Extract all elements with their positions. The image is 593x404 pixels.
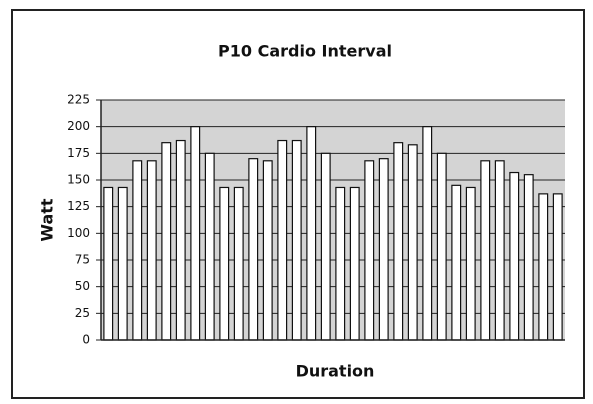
y-tick-label: 150 [67, 173, 90, 187]
chart-title: P10 Cardio Interval [218, 42, 392, 61]
y-tick-label: 125 [67, 199, 90, 213]
bar [161, 142, 172, 341]
y-tick-label: 200 [67, 119, 90, 133]
bar [291, 139, 302, 341]
bar [233, 186, 244, 341]
bar [364, 160, 375, 341]
bar [509, 171, 520, 341]
bar [175, 139, 186, 341]
bar [219, 186, 230, 341]
bar [190, 126, 201, 341]
bar [480, 160, 491, 341]
y-tick-label: 50 [75, 279, 90, 293]
bar [422, 126, 433, 341]
bar [132, 160, 143, 341]
bar [335, 186, 346, 341]
y-tick-label: 175 [67, 146, 90, 160]
bar [465, 186, 476, 341]
bar [248, 158, 259, 341]
bar [146, 160, 157, 341]
bar [436, 152, 447, 341]
bar [204, 152, 215, 341]
bar [538, 193, 549, 341]
bar [320, 152, 331, 341]
y-axis-label: Watt [38, 198, 57, 242]
bar [451, 184, 462, 341]
bar [494, 160, 505, 341]
bar [277, 139, 288, 341]
y-tick-label: 225 [67, 93, 90, 107]
bar [378, 158, 389, 341]
y-tick-label: 0 [82, 333, 90, 347]
bar [407, 144, 418, 341]
bar [393, 142, 404, 341]
bar [262, 160, 273, 341]
bar [349, 186, 360, 341]
y-tick-label: 100 [67, 226, 90, 240]
bar [103, 186, 114, 341]
bar [523, 174, 534, 341]
y-tick-label: 25 [75, 306, 90, 320]
bar [552, 193, 563, 341]
x-axis-label: Duration [296, 362, 375, 381]
bar [306, 126, 317, 341]
bar [117, 186, 128, 341]
y-tick-label: 75 [75, 253, 90, 267]
